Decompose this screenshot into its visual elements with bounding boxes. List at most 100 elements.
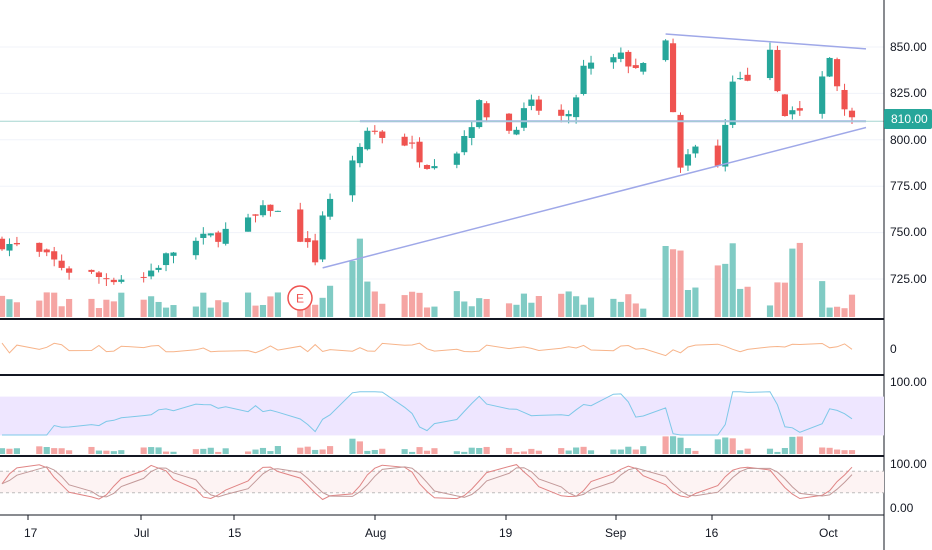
candle-body xyxy=(110,279,117,283)
volume-bar xyxy=(267,296,274,317)
candle-body xyxy=(58,260,65,268)
rsi-volume-bar xyxy=(841,450,848,454)
stoch-k-line xyxy=(1,464,853,501)
rsi-volume-bar xyxy=(737,450,744,454)
volume-bar xyxy=(148,296,155,317)
candle-body xyxy=(95,272,103,278)
candle-body xyxy=(461,135,468,153)
candle-body xyxy=(513,129,520,135)
candle-body xyxy=(617,52,624,59)
rsi-volume-bar xyxy=(766,448,774,454)
volume-bar xyxy=(95,308,103,317)
volume-bar xyxy=(207,307,214,317)
rsi-volume-bar xyxy=(625,446,632,454)
volume-bar xyxy=(6,299,13,317)
rsi-volume-bar xyxy=(505,447,513,454)
candle-body xyxy=(140,276,147,278)
candle-body xyxy=(677,114,684,168)
candle-body xyxy=(43,249,50,253)
rsi-volume-bar xyxy=(312,449,319,454)
candle-body xyxy=(476,100,483,128)
rsi-volume-bar xyxy=(297,447,304,454)
candle-body xyxy=(103,278,110,280)
rsi-volume-bar xyxy=(453,451,460,454)
volume-bar xyxy=(36,300,43,317)
time-axis[interactable]: 17 Jul 15 Aug 19 Sep 16 Oct xyxy=(24,515,838,540)
rsi-volume-bar xyxy=(796,436,803,454)
rsi-volume-bar xyxy=(669,436,677,454)
stochastic-indicator-pane xyxy=(0,464,884,501)
candle-body xyxy=(729,81,736,125)
volume-bar xyxy=(640,308,647,317)
current-price-label: 810.00 xyxy=(884,109,932,129)
candle-body xyxy=(423,165,431,169)
volume-bar xyxy=(834,306,841,317)
rsi-volume-bar xyxy=(252,449,259,454)
rsi-volume-bar xyxy=(573,447,580,454)
candle-body xyxy=(744,74,751,81)
volume-bar xyxy=(103,299,110,317)
volume-bar xyxy=(781,282,788,317)
volume-bar xyxy=(110,301,117,317)
rsi-volume-bar xyxy=(416,447,423,454)
volume-bar xyxy=(528,302,535,317)
price-axis[interactable]: 850.00 825.00 800.00 775.00 750.00 725.0… xyxy=(890,40,927,286)
candle-body xyxy=(520,108,528,128)
rsi-volume-bar xyxy=(95,450,103,454)
rsi-volume-bar xyxy=(110,451,117,454)
rsi-band xyxy=(0,396,884,436)
volume-bar xyxy=(610,298,617,317)
volume-bar xyxy=(155,301,162,317)
candle-body xyxy=(0,238,6,250)
volume-bar xyxy=(692,287,699,317)
rsi-volume-bar xyxy=(140,447,147,454)
volume-bar xyxy=(617,301,624,317)
candle-body xyxy=(148,270,155,277)
trendline-upper[interactable] xyxy=(665,33,867,50)
stoch-band xyxy=(0,471,884,493)
price-tick: 825.00 xyxy=(890,86,927,100)
candle-body xyxy=(714,145,721,166)
rsi-volume-bar xyxy=(692,450,699,454)
rsi-volume-bar xyxy=(476,447,483,454)
rsi-volume-bar xyxy=(379,448,386,454)
roc-line xyxy=(1,342,853,357)
candle-body xyxy=(662,40,669,61)
date-label: 17 xyxy=(24,526,38,540)
volume-bar xyxy=(826,307,833,317)
candle-body xyxy=(88,269,95,272)
candle-body xyxy=(632,65,639,68)
candle-body xyxy=(431,166,438,169)
volume-bar xyxy=(520,293,528,317)
volume-bar xyxy=(744,286,751,317)
stoch-d-line xyxy=(1,466,853,498)
volume-bar xyxy=(259,304,267,317)
volume-bar xyxy=(215,300,222,317)
candle-body xyxy=(401,136,408,146)
volume-bar xyxy=(796,242,803,317)
roc-axis-tick: 0 xyxy=(890,342,897,356)
price-tick: 850.00 xyxy=(890,40,927,54)
volume-bar xyxy=(789,248,796,317)
volume-bar xyxy=(476,298,483,317)
price-tick: 800.00 xyxy=(890,133,927,147)
rsi-axis-tick: 100.00 xyxy=(890,375,927,389)
volume-bar xyxy=(677,250,684,317)
candle-body xyxy=(483,103,490,118)
candle-body xyxy=(535,99,542,111)
volume-bar xyxy=(244,292,252,317)
candle-body xyxy=(692,146,699,154)
volume-bar xyxy=(535,296,542,317)
rsi-volume-bar xyxy=(662,436,669,454)
volume-bar xyxy=(364,281,371,317)
volume-bar xyxy=(88,298,95,317)
trendline-lower[interactable] xyxy=(322,126,867,269)
candle-body xyxy=(610,57,617,63)
volume-bar xyxy=(714,265,721,317)
volume-bar xyxy=(573,296,580,317)
earnings-marker[interactable]: E xyxy=(287,285,313,311)
rsi-volume-bar xyxy=(826,447,833,454)
candle-body xyxy=(573,97,580,118)
rsi-volume-bar xyxy=(356,441,363,454)
rsi-volume-bar xyxy=(326,446,334,454)
